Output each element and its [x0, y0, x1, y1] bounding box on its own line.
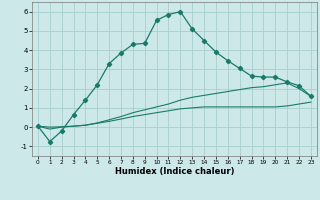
- X-axis label: Humidex (Indice chaleur): Humidex (Indice chaleur): [115, 167, 234, 176]
